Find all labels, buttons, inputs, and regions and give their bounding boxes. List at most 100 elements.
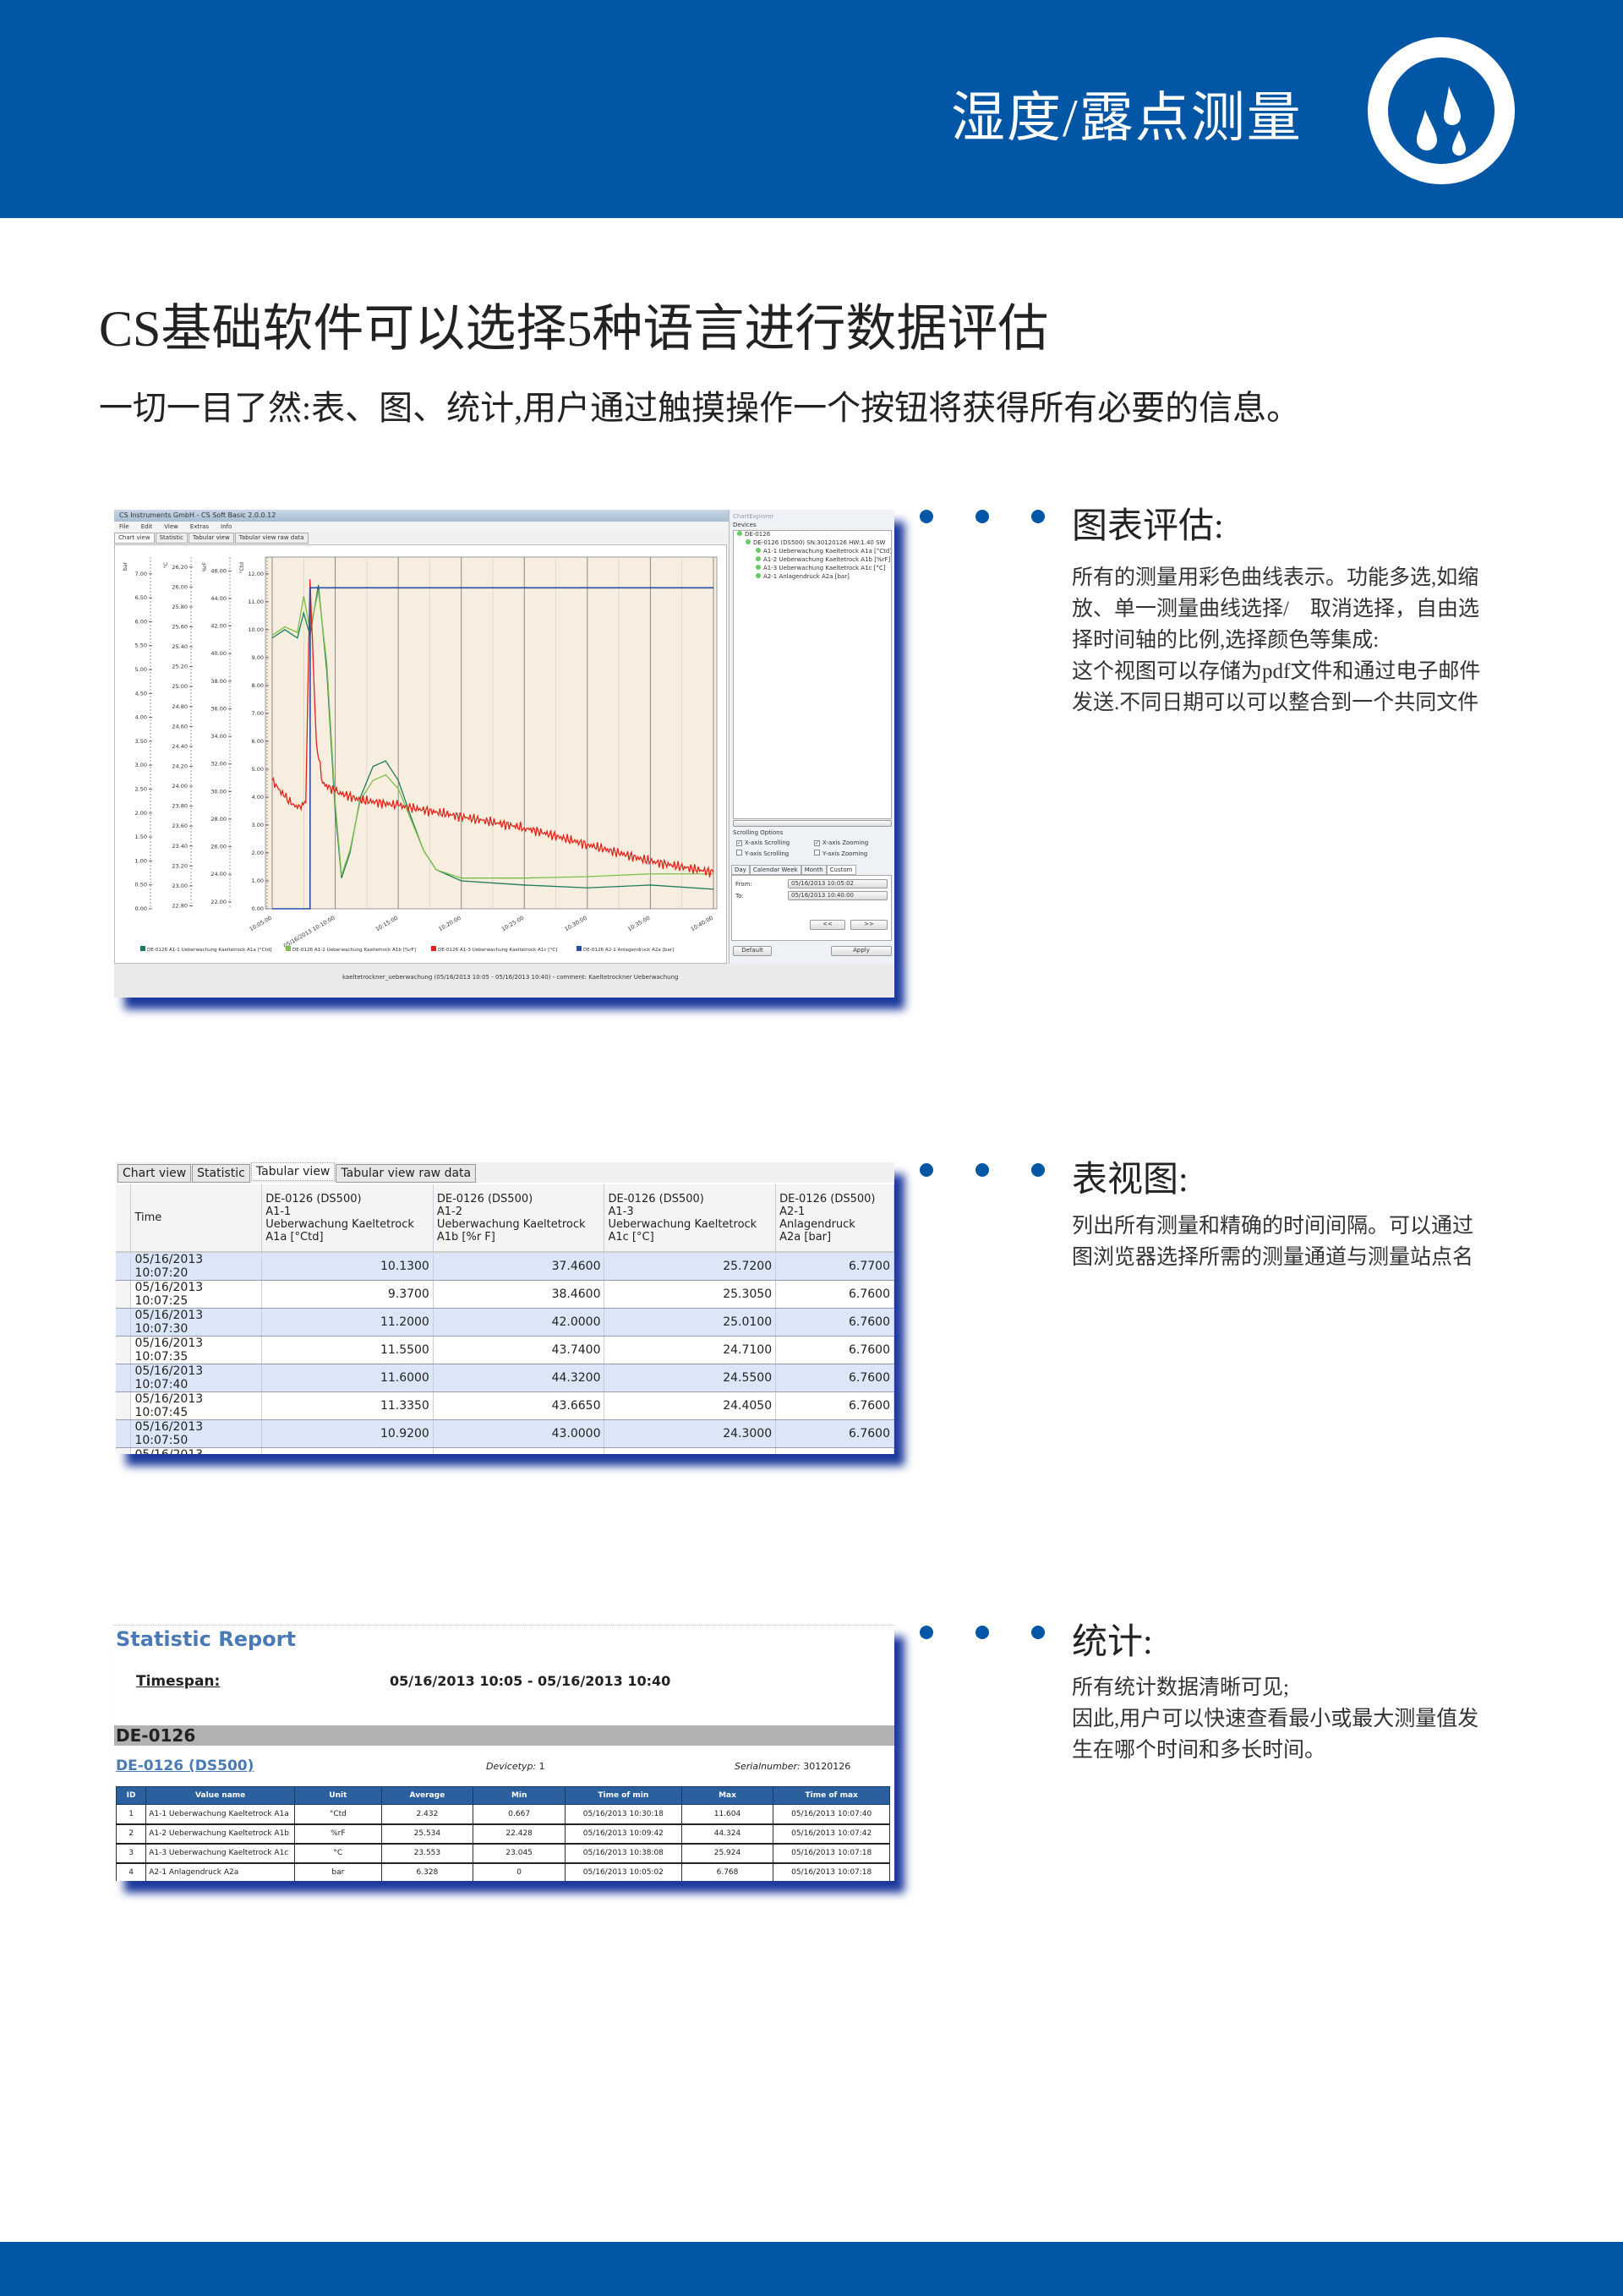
menu-view[interactable]: View (164, 523, 178, 530)
table-cell: 43.6650 (433, 1391, 605, 1420)
menu-edit[interactable]: Edit (140, 523, 153, 530)
to-date-picker[interactable]: 05/16/2013 10:40:00 (788, 891, 888, 900)
device-link[interactable]: DE-0126 (DS500) (116, 1758, 254, 1774)
axis-tick-label: 8.00 (252, 682, 264, 689)
tree-item[interactable]: A1-1 Ueberwachung Kaeltetrock A1a [°Ctd] (734, 548, 891, 556)
table-row[interactable]: 05/16/2013 10:07:5510.690042.425024.2600… (116, 1447, 894, 1454)
table-row[interactable]: 05/16/2013 10:07:40 11.6000 44.3200 24.5500… (116, 1364, 894, 1392)
chart-panel: bar 0.00 0.50 1.00 1.50 2.00 2.50 3.00 3.50 4.00 4… (114, 544, 727, 964)
table-cell: 25.534 (380, 1823, 474, 1845)
tab-chart-view[interactable]: Chart view (117, 1164, 192, 1183)
apply-button[interactable]: Apply (831, 946, 892, 956)
table-row[interactable]: 05/16/2013 10:07:35 11.5500 43.7400 24.7100… (116, 1336, 894, 1364)
explorer-title: ChartExplorer (733, 513, 774, 520)
tab-custom[interactable]: Custom (826, 865, 856, 875)
option-checkbox[interactable]: ✓ X-axis Zooming (814, 839, 868, 846)
column-header[interactable]: DE-0126 (DS500) A2-1 Anlagendruck A2a [bar] (775, 1184, 894, 1253)
axis-tick-label: 42.00 (210, 623, 227, 630)
table-row[interactable]: 05/16/2013 10:07:45 11.3350 43.6650 24.4050… (116, 1391, 894, 1420)
tree-item[interactable]: A1-2 Ueberwachung Kaeltetrock A1b [%rF] (734, 556, 891, 565)
axis-tick-label: 24.60 (172, 723, 188, 730)
status-text: kaeltetrockner_ueberwachung (05/16/2013 … (342, 974, 679, 981)
tree-item[interactable]: A1-3 Ueberwachung Kaeltetrock A1c [°C] (734, 565, 891, 573)
checkbox-icon[interactable]: ✓ (736, 840, 742, 846)
tab-tabular-raw[interactable]: Tabular view raw data (234, 533, 309, 544)
table-cell: 9.3700 (261, 1280, 434, 1309)
column-header[interactable]: DE-0126 (DS500) A1-3 Ueberwachung Kaeltetr… (604, 1184, 777, 1253)
axis-tick-label: 28.00 (210, 816, 227, 823)
node-icon (737, 531, 742, 536)
devicetyp-value: 1 (538, 1761, 545, 1772)
checkbox-icon[interactable] (736, 850, 742, 856)
from-date-picker[interactable]: 05/16/2013 10:05:02 (788, 879, 888, 888)
table-row: 3 A1-3 Ueberwachung Kaeltetrock A1c °C 23.5… (115, 1843, 890, 1864)
serial-label: Serialnumber: (735, 1761, 801, 1772)
line-chart[interactable]: bar 0.00 0.50 1.00 1.50 2.00 2.50 3.00 3.50 4.00 4… (115, 545, 728, 965)
body-line: 放、单一测量曲线选择/ 取消选择，自由选 (1072, 598, 1479, 620)
default-button[interactable]: Default (733, 946, 772, 956)
table-cell: 10.6900 (261, 1447, 434, 1454)
column-header[interactable]: Time (130, 1184, 263, 1253)
option-checkbox[interactable]: Y-axis Scrolling (736, 850, 789, 857)
checkbox-icon[interactable] (814, 850, 820, 856)
tab-month[interactable]: Month (801, 865, 827, 875)
table-row[interactable]: 05/16/2013 10:07:25 9.3700 38.4600 25.3050 6… (116, 1280, 894, 1309)
column-header: Time of min (565, 1786, 682, 1805)
column-header[interactable]: DE-0126 (DS500) A1-1 Ueberwachung Kaeltetr… (261, 1184, 434, 1253)
tab-statistic[interactable]: Statistic (192, 1164, 250, 1183)
tree-item-label: A1-2 Ueberwachung Kaeltetrock A1b [%rF] (763, 556, 891, 563)
table-row[interactable]: 05/16/2013 10:07:50 10.9200 43.0000 24.3000… (116, 1419, 894, 1448)
option-checkbox[interactable]: Y-axis Zooming (814, 850, 867, 857)
table-row: 2 A1-2 Ueberwachung Kaeltetrock A1b %rF 25.… (115, 1823, 890, 1845)
prev-range-button[interactable]: << (810, 920, 845, 930)
tab-tabular-view[interactable]: Tabular view (188, 533, 234, 544)
tab-chart-view[interactable]: Chart view (114, 533, 155, 544)
table-cell: 23.553 (380, 1843, 474, 1864)
tree-item[interactable]: A2-1 Anlagendruck A2a [bar] (734, 573, 891, 582)
row-header (116, 1280, 132, 1309)
table-cell: 24.4050 (604, 1391, 777, 1420)
device-tree: DE-0126 DE-0126 (DS500) SN:30120126 HW:1.… (733, 530, 892, 819)
table-cell: 05/16/2013 10:07:40 (773, 1804, 890, 1825)
next-range-button[interactable]: >> (850, 920, 888, 930)
section-heading-statistic: 统计: (1072, 1623, 1153, 1662)
column-header: Value name (145, 1786, 296, 1805)
table-cell: 43.7400 (433, 1336, 605, 1364)
checkbox-icon[interactable]: ✓ (814, 840, 820, 846)
devices-label: Devices (733, 522, 757, 528)
tab-tabular-raw[interactable]: Tabular view raw data (336, 1164, 477, 1183)
axis-tick-label: 22.80 (172, 902, 188, 909)
table-cell: 6.7600 (775, 1308, 894, 1337)
x-tick-label: 10:05:00 (249, 915, 273, 933)
node-icon (756, 548, 761, 553)
node-icon (746, 539, 751, 544)
header-line: A1-2 (436, 1205, 462, 1218)
header-line: A1b [%r F] (436, 1230, 495, 1244)
timespan-label: Timespan: (136, 1673, 221, 1690)
tab-tabular-view[interactable]: Tabular view (250, 1162, 336, 1181)
table-row[interactable]: 05/16/2013 10:07:20 10.1300 37.4600 25.7200… (116, 1252, 894, 1281)
column-header[interactable]: DE-0126 (DS500) A1-2 Ueberwachung Kaeltetr… (433, 1184, 605, 1253)
option-checkbox[interactable]: ✓ X-axis Scrolling (736, 839, 790, 846)
row-header-corner (116, 1184, 132, 1253)
table-row[interactable]: 05/16/2013 10:07:30 11.2000 42.0000 25.0100… (116, 1308, 894, 1337)
tree-item[interactable]: DE-0126 (DS500) SN:30120126 HW:1.40 SW (734, 539, 891, 548)
menu-extras[interactable]: Extras (189, 523, 210, 530)
table-header-row: ID Value name Unit Average Min Time of min Max… (115, 1786, 890, 1805)
option-label: X-axis Scrolling (745, 839, 790, 846)
table-cell: 44.3200 (433, 1364, 605, 1392)
tab-calendar-week[interactable]: Calendar Week (749, 865, 801, 875)
header-line: A1-3 (608, 1205, 634, 1218)
table-cell: 05/16/2013 10:07:55 (130, 1447, 263, 1454)
axis-tick-label: 30.00 (210, 788, 227, 795)
tree-horizontal-scrollbar[interactable] (733, 820, 892, 827)
menu-info[interactable]: Info (221, 523, 232, 530)
column-header: Time of max (773, 1786, 890, 1805)
tab-statistic[interactable]: Statistic (155, 533, 188, 544)
menu-file[interactable]: File (119, 523, 129, 530)
axis-unit-label: %rF (202, 561, 208, 571)
table-cell: 25.7200 (604, 1252, 777, 1281)
tab-day[interactable]: Day (731, 865, 750, 875)
tree-item[interactable]: DE-0126 (734, 531, 891, 539)
header-line: DE-0126 (DS500) (265, 1192, 362, 1205)
